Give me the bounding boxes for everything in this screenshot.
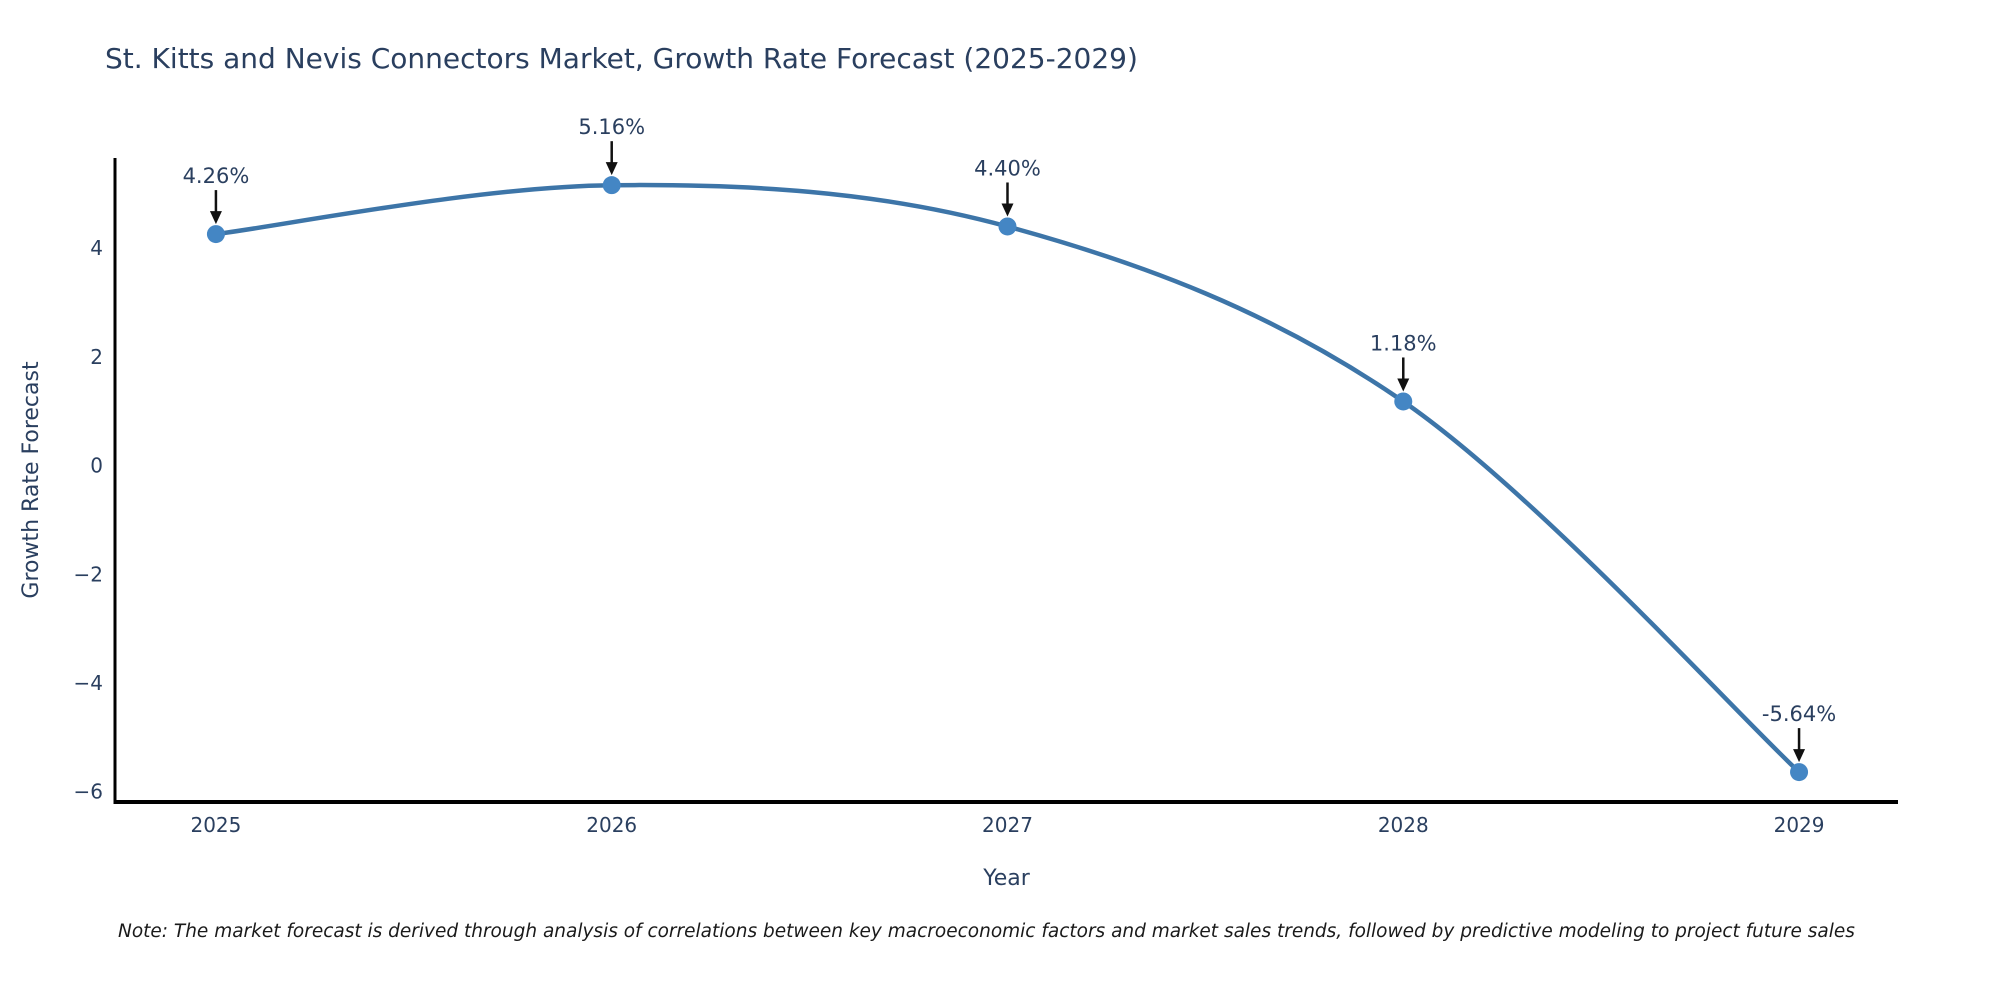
x-tick-label: 2027 <box>982 813 1033 837</box>
x-tick-label: 2026 <box>586 813 637 837</box>
annotation-arrowhead-icon <box>209 211 222 225</box>
point-label: 4.40% <box>974 156 1041 180</box>
y-axis-title: Growth Rate Forecast <box>19 361 44 599</box>
point-label: 1.18% <box>1370 331 1437 355</box>
y-tick-label: 4 <box>90 236 103 260</box>
x-axis-title: Year <box>982 866 1031 891</box>
point-label: 4.26% <box>183 164 250 188</box>
x-tick-label: 2029 <box>1774 813 1825 837</box>
series-line <box>215 182 1801 774</box>
chart-title: St. Kitts and Nevis Connectors Market, G… <box>105 42 1138 75</box>
x-tick-label: 2025 <box>190 813 241 837</box>
y-tick-label: −6 <box>74 780 103 804</box>
data-point-2028[interactable] <box>1394 392 1413 411</box>
y-tick-label: 0 <box>90 454 103 478</box>
y-tick-label: −4 <box>74 671 103 695</box>
data-point-2025[interactable] <box>206 225 225 244</box>
data-point-2026[interactable] <box>602 176 621 195</box>
data-point-2029[interactable] <box>1790 763 1809 782</box>
x-tick-label: 2028 <box>1378 813 1429 837</box>
footnote: Note: The market forecast is derived thr… <box>118 921 1855 942</box>
data-point-2027[interactable] <box>998 217 1017 236</box>
annotation-arrowhead-icon <box>1397 378 1410 392</box>
annotation-arrowhead-icon <box>1001 203 1014 217</box>
point-label: 5.16% <box>578 115 645 139</box>
y-tick-label: −2 <box>74 562 103 586</box>
annotation-arrowhead-icon <box>605 162 618 176</box>
y-tick-label: 2 <box>90 345 103 369</box>
annotation-arrowhead-icon <box>1793 749 1806 763</box>
point-label: -5.64% <box>1762 702 1836 726</box>
